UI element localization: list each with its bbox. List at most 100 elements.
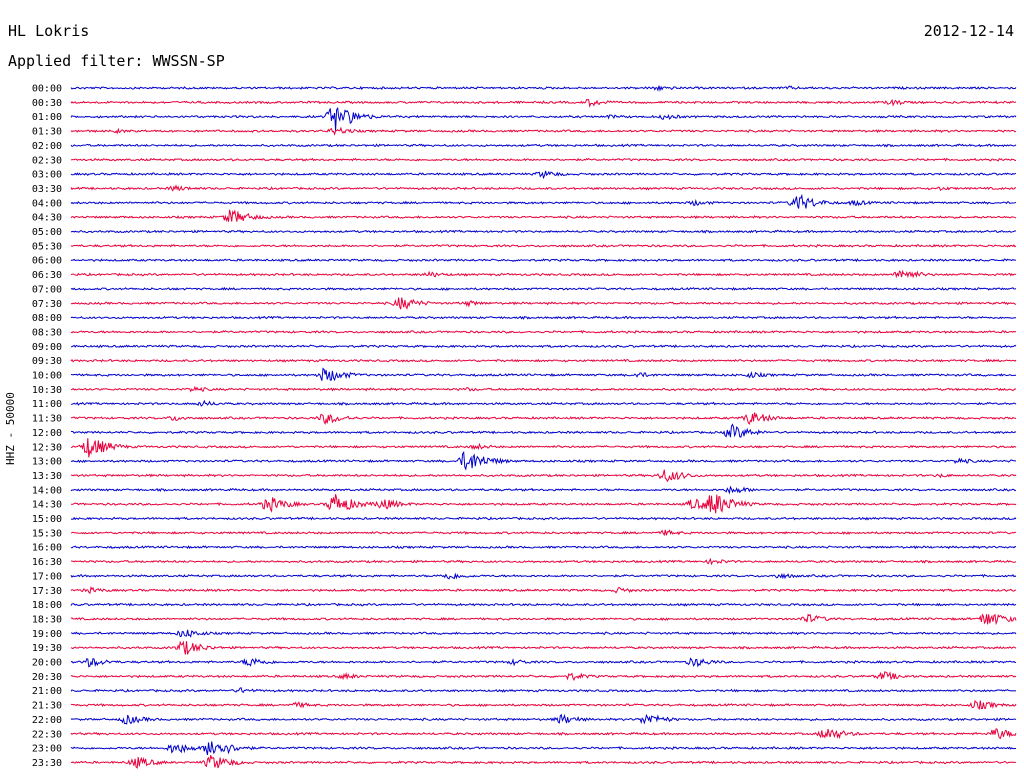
time-label: 04:30 [32,213,62,224]
time-label: 22:00 [32,715,62,726]
time-label: 08:00 [32,313,62,324]
trace-line [70,602,1017,607]
trace-line [70,258,1017,263]
trace-line [70,85,1017,92]
trace-line [70,367,1016,382]
time-label: 21:30 [32,701,62,712]
trace-line [70,671,1017,682]
time-label: 14:00 [32,485,62,496]
trace-line [70,728,1017,740]
trace-line [70,209,1017,223]
trace-line [70,741,1016,756]
time-label: 19:00 [32,629,62,640]
trace-line [70,438,1017,458]
trace-line [70,545,1017,550]
applied-filter: Applied filter: WWSSN-SP [8,52,225,70]
time-label: 05:30 [32,241,62,252]
trace-line [70,143,1017,148]
trace-line [70,657,1017,668]
trace-line [70,516,1017,521]
trace-line [71,344,1017,349]
time-label: 00:00 [32,84,62,95]
time-label: 02:30 [32,155,62,166]
time-label: 07:00 [32,284,62,295]
trace-line [70,629,1017,638]
time-label: 22:30 [32,729,62,740]
trace-line [70,358,1017,363]
time-label: 23:00 [32,744,62,755]
trace-line [70,687,1017,694]
trace-line [70,329,1017,334]
time-label: 09:00 [32,342,62,353]
trace-line [70,412,1017,426]
time-label: 15:30 [32,528,62,539]
trace-line [70,640,1017,655]
trace-line [70,485,1017,495]
time-label: 11:30 [32,414,62,425]
trace-line [70,98,1017,108]
time-label: 17:00 [32,571,62,582]
time-label: 02:00 [32,141,62,152]
time-label: 11:00 [32,399,62,410]
time-label: 20:30 [32,672,62,683]
time-label: 04:00 [32,198,62,209]
time-label: 18:00 [32,600,62,611]
time-label: 01:00 [32,112,62,123]
time-label: 17:30 [32,586,62,597]
time-label: 20:00 [32,658,62,669]
trace-line [70,755,1017,769]
trace-line [70,699,1017,710]
time-label: 13:00 [32,457,62,468]
trace-line [70,315,1017,320]
time-label: 05:00 [32,227,62,238]
time-label: 19:30 [32,643,62,654]
trace-line [70,399,1017,407]
trace-line [70,106,1017,131]
time-label: 12:00 [32,428,62,439]
time-label: 23:30 [32,758,62,769]
time-label: 14:30 [32,500,62,511]
trace-line [70,286,1017,291]
time-label: 03:00 [32,170,62,181]
trace-line [70,613,1017,626]
trace-line [70,450,1017,471]
time-label: 00:30 [32,98,62,109]
trace-line [70,557,1017,566]
time-label: 06:30 [32,270,62,281]
time-label: 16:00 [32,543,62,554]
trace-line [70,713,1017,725]
trace-line [70,529,1017,537]
trace-line [70,184,1016,192]
trace-line [70,494,1017,514]
time-label: 16:30 [32,557,62,568]
time-label: 07:30 [32,299,62,310]
time-label: 18:30 [32,614,62,625]
time-label: 03:30 [32,184,62,195]
trace-line [70,229,1017,234]
time-label: 15:00 [32,514,62,525]
time-label: 12:30 [32,442,62,453]
time-label: 10:00 [32,371,62,382]
time-label: 21:00 [32,686,62,697]
time-label: 09:30 [32,356,62,367]
time-label: 06:00 [32,256,62,267]
trace-line [70,385,1017,393]
time-label: 10:30 [32,385,62,396]
trace-line [70,585,1016,595]
trace-line [70,269,1016,279]
time-label: 01:30 [32,127,62,138]
trace-line [70,297,1017,310]
trace-line [70,126,1017,136]
trace-group: 00:00 00:30 01:00 01:30 02:00 02:30 03:00 03:30… [32,84,1017,769]
trace-line [70,572,1017,580]
time-label: 13:30 [32,471,62,482]
trace-line [70,193,1017,209]
trace-line [70,170,1017,180]
trace-line [70,423,1017,438]
time-label: 08:30 [32,327,62,338]
record-date: 2012-12-14 [923,22,1014,40]
trace-line [70,243,1017,248]
trace-line [70,157,1017,162]
station-name: HL Lokris [8,22,90,40]
